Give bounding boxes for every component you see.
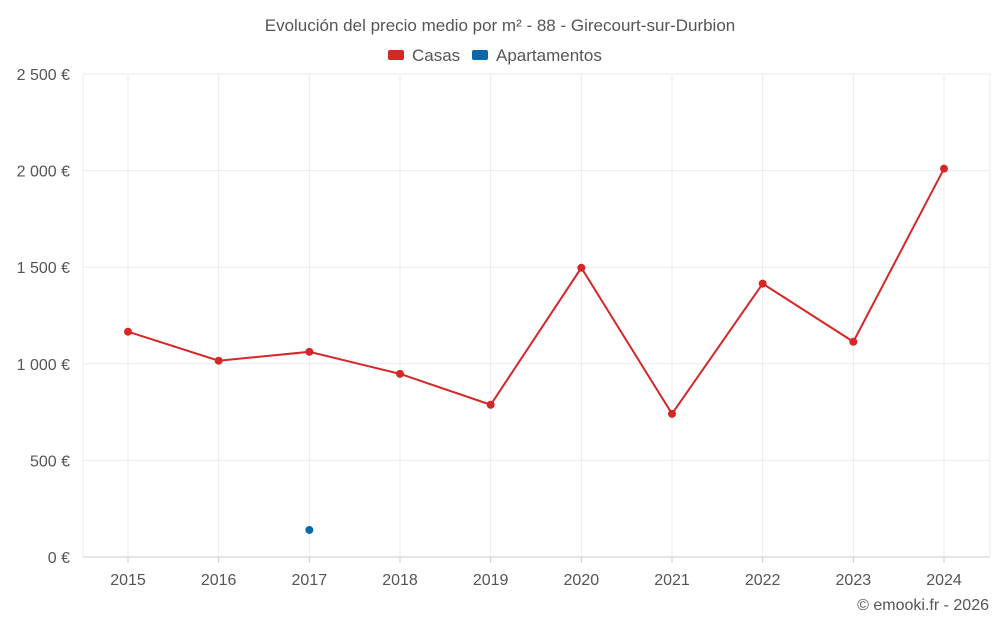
y-tick-label: 2 500 € [17,67,70,84]
y-tick-label: 500 € [30,453,70,470]
x-tick-label: 2016 [201,572,237,589]
series-line-casas [127,168,945,416]
data-point-casas[interactable] [668,409,676,418]
data-point-casas[interactable] [758,279,767,288]
credit-text: © emooki.fr - 2026 [857,597,989,614]
data-point-casas[interactable] [305,347,314,356]
data-point-casas[interactable] [214,356,223,365]
x-tick-label: 2015 [110,572,146,589]
y-tick-label: 0 € [48,550,70,567]
x-tick-label: 2024 [926,572,962,589]
x-tick-label: 2017 [292,572,328,589]
x-tick-label: 2020 [564,572,600,589]
legend-swatch [472,50,488,60]
data-point-casas[interactable] [486,400,495,409]
x-tick-label: 2019 [473,572,509,589]
data-point-casas[interactable] [940,164,948,173]
legend-item[interactable]: Casas [412,46,460,65]
y-tick-label: 1 000 € [17,357,70,374]
data-point-casas[interactable] [396,369,404,378]
x-tick-label: 2021 [654,572,690,589]
data-point-apartamentos[interactable] [305,525,314,534]
data-point-casas[interactable] [577,263,586,272]
data-point-casas[interactable] [849,337,858,346]
legend-swatch [388,50,404,60]
x-tick-label: 2018 [382,572,418,589]
y-tick-label: 2 000 € [17,164,70,181]
data-point-casas[interactable] [124,327,132,336]
legend-item[interactable]: Apartamentos [496,46,602,65]
y-tick-label: 1 500 € [17,260,70,277]
x-tick-label: 2022 [745,572,781,589]
x-tick-label: 2023 [836,572,872,589]
chart-title: Evolución del precio medio por m² - 88 -… [265,16,736,35]
